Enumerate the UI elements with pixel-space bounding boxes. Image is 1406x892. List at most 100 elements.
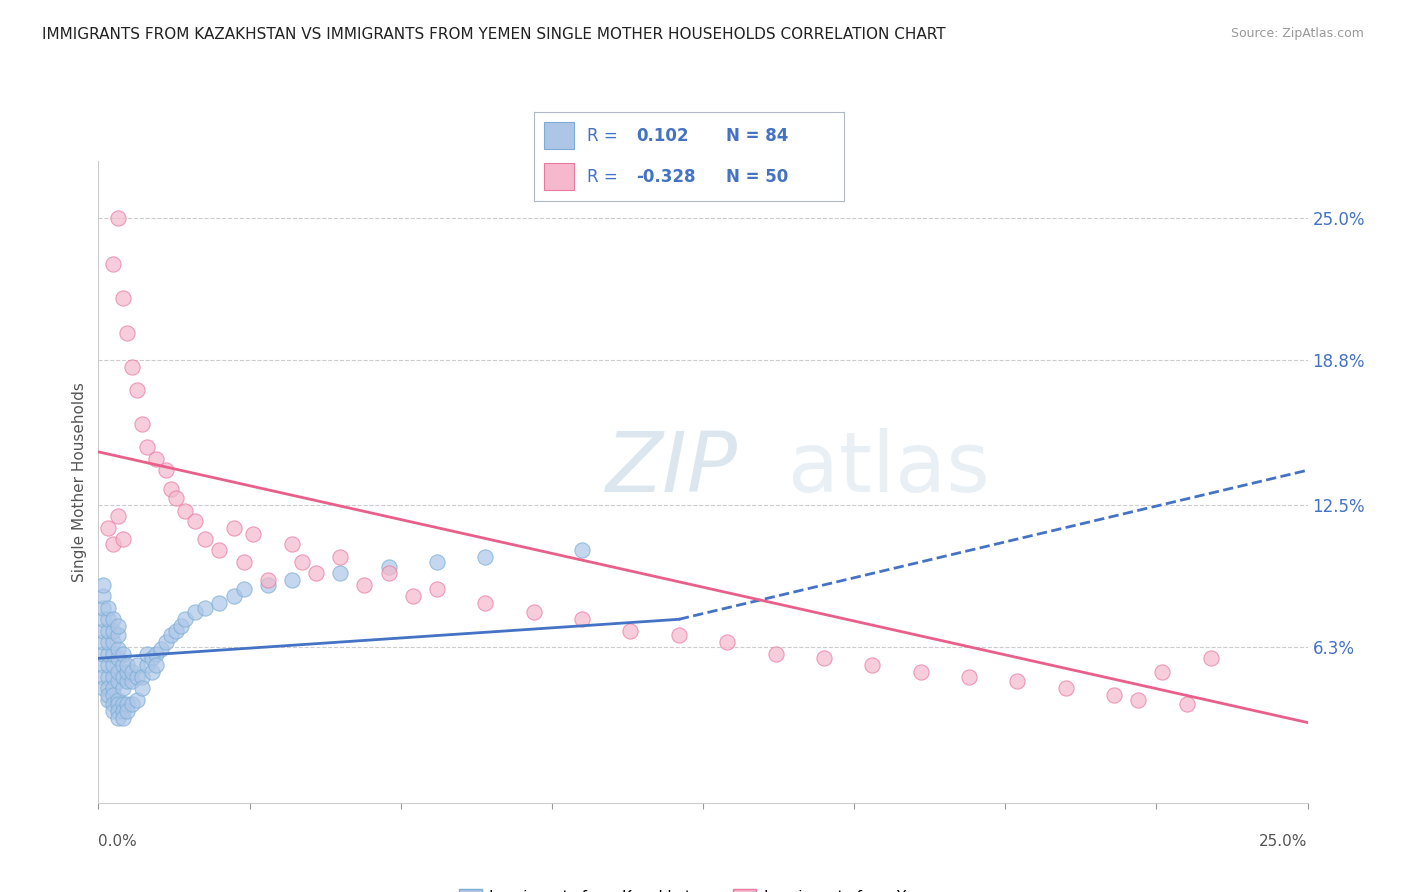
- Point: [474, 596, 496, 610]
- Point: [160, 482, 183, 496]
- Point: [194, 600, 217, 615]
- Point: [101, 647, 124, 661]
- Point: [91, 590, 114, 604]
- Point: [101, 697, 124, 711]
- Text: Source: ZipAtlas.com: Source: ZipAtlas.com: [1230, 27, 1364, 40]
- Point: [426, 555, 449, 569]
- Point: [107, 211, 129, 225]
- Point: [232, 555, 254, 569]
- Point: [107, 674, 129, 689]
- Point: [101, 536, 124, 550]
- Point: [242, 527, 264, 541]
- Y-axis label: Single Mother Households: Single Mother Households: [72, 382, 87, 582]
- Point: [131, 670, 153, 684]
- Point: [111, 532, 134, 546]
- Point: [619, 624, 641, 638]
- Point: [957, 670, 980, 684]
- Text: 25.0%: 25.0%: [1260, 834, 1308, 849]
- Point: [1152, 665, 1174, 679]
- Point: [121, 697, 143, 711]
- Point: [208, 543, 231, 558]
- Text: N = 50: N = 50: [725, 168, 789, 186]
- Point: [97, 681, 120, 695]
- Point: [127, 383, 149, 397]
- Point: [111, 704, 134, 718]
- Point: [305, 566, 328, 581]
- Point: [141, 651, 163, 665]
- Point: [107, 509, 129, 524]
- Point: [107, 697, 129, 711]
- Point: [141, 665, 163, 679]
- Point: [135, 658, 157, 673]
- Point: [91, 647, 114, 661]
- Point: [107, 651, 129, 665]
- Point: [121, 665, 143, 679]
- Point: [222, 590, 245, 604]
- Point: [145, 647, 167, 661]
- Text: R =: R =: [586, 127, 617, 145]
- Point: [117, 326, 139, 340]
- Point: [127, 692, 149, 706]
- Point: [101, 658, 124, 673]
- Point: [107, 619, 129, 633]
- Point: [91, 670, 114, 684]
- Point: [716, 635, 738, 649]
- Point: [91, 681, 114, 695]
- Point: [127, 658, 149, 673]
- Text: ZIP: ZIP: [606, 428, 738, 509]
- Point: [329, 550, 352, 565]
- Point: [97, 612, 120, 626]
- Point: [160, 628, 183, 642]
- Point: [131, 681, 153, 695]
- Point: [117, 697, 139, 711]
- Point: [426, 582, 449, 597]
- Point: [1007, 674, 1029, 689]
- Point: [101, 624, 124, 638]
- Point: [97, 692, 120, 706]
- Point: [165, 624, 187, 638]
- Point: [117, 658, 139, 673]
- Point: [1054, 681, 1077, 695]
- Point: [101, 704, 124, 718]
- Point: [97, 600, 120, 615]
- Point: [107, 711, 129, 725]
- Point: [174, 504, 197, 518]
- Point: [668, 628, 690, 642]
- Point: [121, 359, 143, 374]
- Point: [101, 688, 124, 702]
- Point: [111, 658, 134, 673]
- Point: [97, 658, 120, 673]
- Point: [184, 606, 207, 620]
- Point: [1102, 688, 1125, 702]
- Point: [523, 606, 546, 620]
- Point: [101, 670, 124, 684]
- Text: R =: R =: [586, 168, 617, 186]
- Point: [97, 520, 120, 534]
- Point: [155, 635, 177, 649]
- Point: [377, 566, 399, 581]
- Point: [97, 647, 120, 661]
- Point: [329, 566, 352, 581]
- Point: [256, 574, 278, 588]
- Point: [117, 704, 139, 718]
- Point: [281, 574, 304, 588]
- Point: [910, 665, 932, 679]
- Text: 0.0%: 0.0%: [98, 834, 138, 849]
- Point: [145, 658, 167, 673]
- Point: [107, 665, 129, 679]
- Point: [107, 628, 129, 642]
- Point: [145, 451, 167, 466]
- Point: [91, 635, 114, 649]
- Point: [111, 291, 134, 305]
- Point: [101, 681, 124, 695]
- Point: [117, 674, 139, 689]
- Point: [208, 596, 231, 610]
- Point: [91, 612, 114, 626]
- Point: [474, 550, 496, 565]
- Point: [194, 532, 217, 546]
- Point: [377, 559, 399, 574]
- Text: 0.102: 0.102: [637, 127, 689, 145]
- Point: [111, 711, 134, 725]
- Point: [1128, 692, 1150, 706]
- Text: IMMIGRANTS FROM KAZAKHSTAN VS IMMIGRANTS FROM YEMEN SINGLE MOTHER HOUSEHOLDS COR: IMMIGRANTS FROM KAZAKHSTAN VS IMMIGRANTS…: [42, 27, 946, 42]
